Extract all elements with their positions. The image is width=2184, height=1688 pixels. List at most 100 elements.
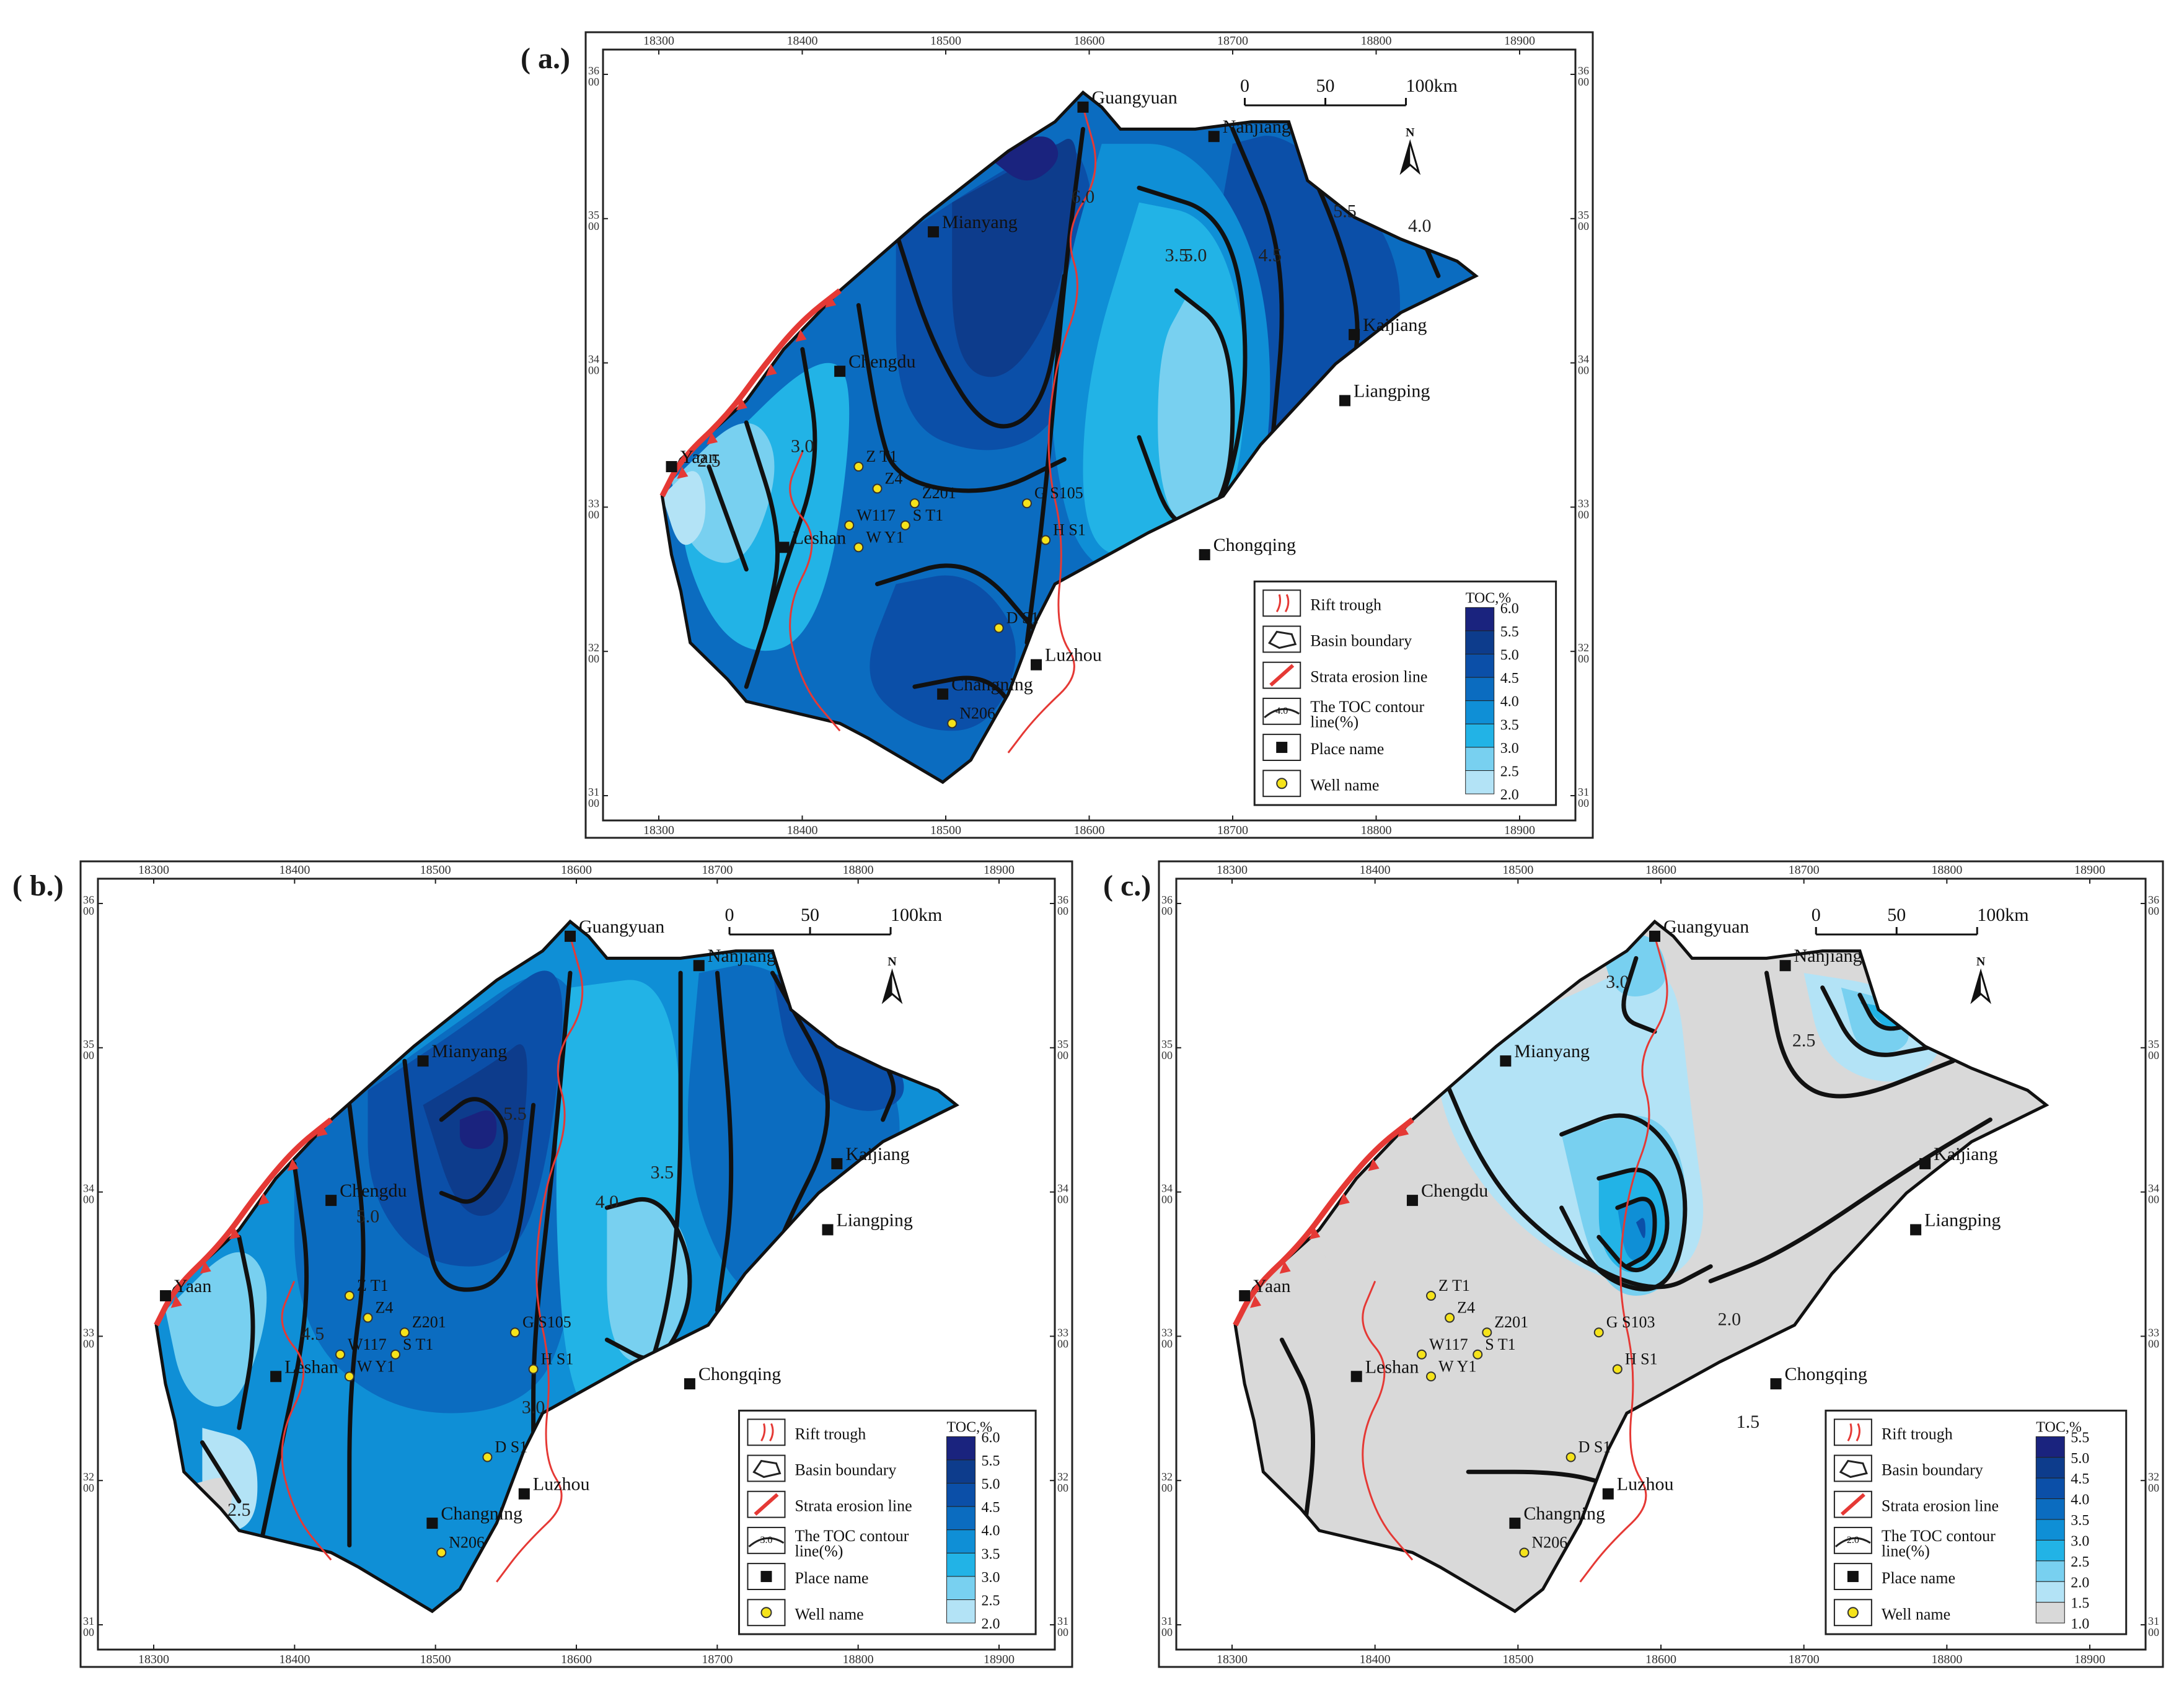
tick-y-right-sub: 00 [1578, 220, 1589, 232]
tick-y-left: 31 [83, 1615, 94, 1627]
rift-trough-line [1007, 107, 1097, 754]
strata-erosion-line [154, 1117, 333, 1327]
toc-contour-line [1429, 1044, 1713, 1290]
toc-contour-line [1857, 993, 1918, 1031]
place-marker [684, 1378, 695, 1390]
well-marker [853, 542, 864, 553]
toc-band [459, 1110, 497, 1150]
tick-y-right-sub: 00 [2148, 1193, 2159, 1206]
toc-scale-swatch [946, 1483, 976, 1507]
well-name-icon [1276, 778, 1288, 789]
north-label: N [1976, 955, 1986, 969]
place-name: Guangyuan [1092, 87, 1178, 108]
place-name-icon [1276, 742, 1288, 754]
toc-contour-line [1596, 1167, 1670, 1273]
scale-label: 0 [1240, 76, 1249, 96]
tick-x-top: 18400 [279, 863, 310, 877]
scale-label: 50 [1887, 905, 1906, 925]
toc-scale-value: 2.0 [2071, 1575, 2089, 1591]
basin-boundary-icon [1268, 630, 1297, 649]
well-name: Z T1 [866, 447, 897, 465]
tick-y-right-sub: 00 [1578, 653, 1589, 665]
toc-band [952, 139, 1077, 377]
well-name: S T1 [1485, 1335, 1515, 1353]
toc-scale-value: 4.0 [2071, 1492, 2089, 1508]
tick-y-left: 33 [1161, 1326, 1173, 1339]
well-name: Z T1 [357, 1277, 389, 1295]
legend-item-label: Basin boundary [1310, 632, 1412, 650]
legend-item-label: The TOC contour [1310, 698, 1424, 716]
contour-label: 3.0 [522, 1397, 545, 1417]
legend-item-label: Rift trough [1882, 1425, 1953, 1443]
toc-scale-value: 3.5 [2071, 1513, 2089, 1529]
erosion-tooth [287, 1158, 299, 1171]
tick-x-bottom: 18500 [930, 824, 961, 837]
tick-x-top: 18500 [930, 34, 961, 48]
toc-scale-swatch [946, 1436, 976, 1461]
contour-label: 3.5 [651, 1163, 674, 1183]
contour-label: 6.0 [1072, 187, 1095, 207]
legend-item-label: Place name [795, 1569, 868, 1587]
contour-label: 3.5 [1165, 245, 1189, 266]
place-name: Luzhou [1045, 645, 1102, 666]
panel-label: ( b.) [12, 869, 64, 902]
toc-scale-value: 4.5 [2071, 1471, 2089, 1487]
place-marker [693, 960, 705, 972]
toc-scale-value: 4.0 [982, 1523, 1000, 1539]
north-label: N [887, 955, 897, 969]
well-name: S T1 [913, 506, 943, 524]
well-name: W117 [1429, 1335, 1468, 1353]
well-marker [1612, 1364, 1623, 1374]
toc-scale-swatch [946, 1529, 976, 1554]
basin-boundary-icon [1839, 1459, 1868, 1479]
well-name: H S1 [541, 1350, 574, 1368]
toc-scale-swatch [1465, 607, 1495, 631]
tick-x-bottom: 18900 [984, 1653, 1015, 1666]
well-name: H S1 [1625, 1350, 1658, 1368]
place-marker [1779, 960, 1791, 972]
tick-y-right: 36 [1057, 894, 1068, 906]
place-name: Luzhou [1617, 1474, 1674, 1495]
toc-band [870, 575, 1016, 731]
tick-y-left-sub: 00 [588, 364, 599, 377]
tick-y-right: 36 [1578, 64, 1589, 77]
tick-y-left-sub: 00 [1161, 905, 1173, 917]
toc-band [1158, 297, 1233, 529]
contour-line-icon [1834, 1537, 1871, 1548]
legend-item-label-2: line(%) [1882, 1542, 1930, 1560]
well-name-icon [1847, 1607, 1859, 1619]
toc-band [1636, 1218, 1645, 1239]
legend-box [738, 1409, 1037, 1635]
tick-x-bottom: 18600 [1645, 1653, 1676, 1666]
place-marker [1350, 1371, 1362, 1382]
toc-scale-value: 4.5 [982, 1500, 1000, 1516]
well-name: S T1 [403, 1335, 433, 1353]
well-marker [909, 498, 920, 509]
rift-trough-line [496, 936, 584, 1583]
tick-y-left-sub: 00 [588, 76, 599, 88]
toc-scale-swatch [1465, 723, 1495, 748]
tick-y-left-sub: 00 [588, 220, 599, 232]
tick-x-bottom: 18500 [420, 1653, 451, 1666]
toc-scale-swatch [1465, 654, 1495, 678]
tick-x-top: 18300 [643, 34, 674, 48]
scale-label: 100km [891, 905, 942, 925]
place-name: Guangyuan [579, 917, 664, 937]
tick-x-bottom: 18300 [138, 1653, 169, 1666]
place-name: Mianyang [432, 1041, 508, 1062]
legend-item-label: Basin boundary [1882, 1461, 1983, 1479]
toc-contour-line [744, 347, 817, 689]
well-marker [399, 1327, 410, 1338]
place-marker [831, 1158, 843, 1169]
legend-item-label: Strata erosion line [1310, 668, 1427, 686]
place-marker [1602, 1488, 1614, 1500]
well-name: G S105 [522, 1313, 571, 1331]
contour-label: 2.5 [697, 451, 721, 471]
tick-y-left: 36 [588, 64, 599, 77]
tick-y-right: 32 [1578, 641, 1589, 654]
legend-box [1253, 580, 1557, 806]
toc-contour-line [1466, 1469, 1620, 1489]
scale-label: 50 [801, 905, 819, 925]
well-marker [1519, 1547, 1530, 1558]
tick-y-right: 35 [2148, 1038, 2159, 1050]
